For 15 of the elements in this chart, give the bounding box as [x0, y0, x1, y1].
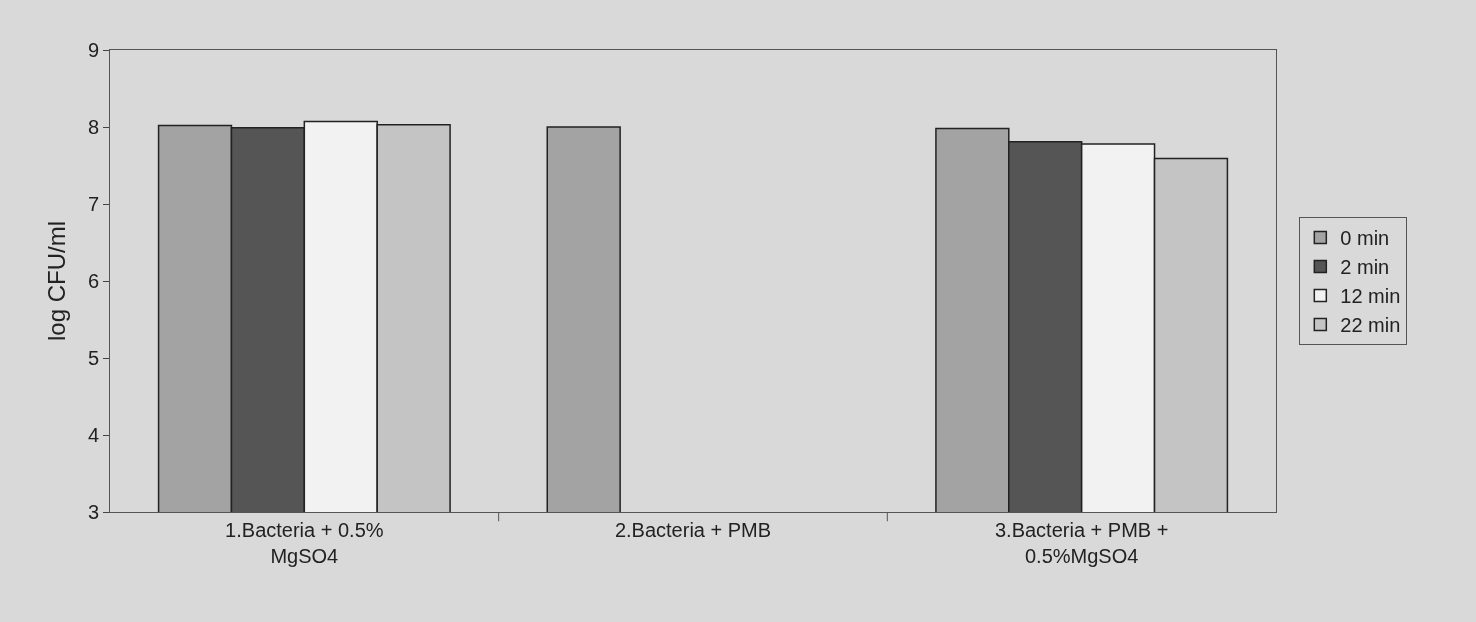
x-tick-label: 1.Bacteria + 0.5% MgSO4: [225, 519, 384, 567]
y-tick-label: 3: [87, 501, 99, 523]
y-tick-label: 4: [87, 424, 99, 446]
y-axis-title: log CFU/ml: [42, 220, 70, 342]
legend-label: 2 min: [1340, 256, 1390, 279]
x-tick-label: 2.Bacteria + PMB: [614, 519, 772, 541]
y-tick-label: 5: [87, 347, 99, 369]
y-tick-label: 8: [87, 116, 99, 138]
x-tick-label: 3.Bacteria + PMB + 0.5%MgSO4: [994, 519, 1169, 567]
legend-label: 12 min: [1340, 285, 1401, 308]
y-tick-label: 7: [87, 193, 99, 215]
y-tick-label: 9: [87, 39, 99, 61]
legend-label: 0 min: [1340, 227, 1390, 250]
legend-label: 22 min: [1340, 314, 1401, 337]
y-tick-label: 6: [87, 270, 99, 292]
